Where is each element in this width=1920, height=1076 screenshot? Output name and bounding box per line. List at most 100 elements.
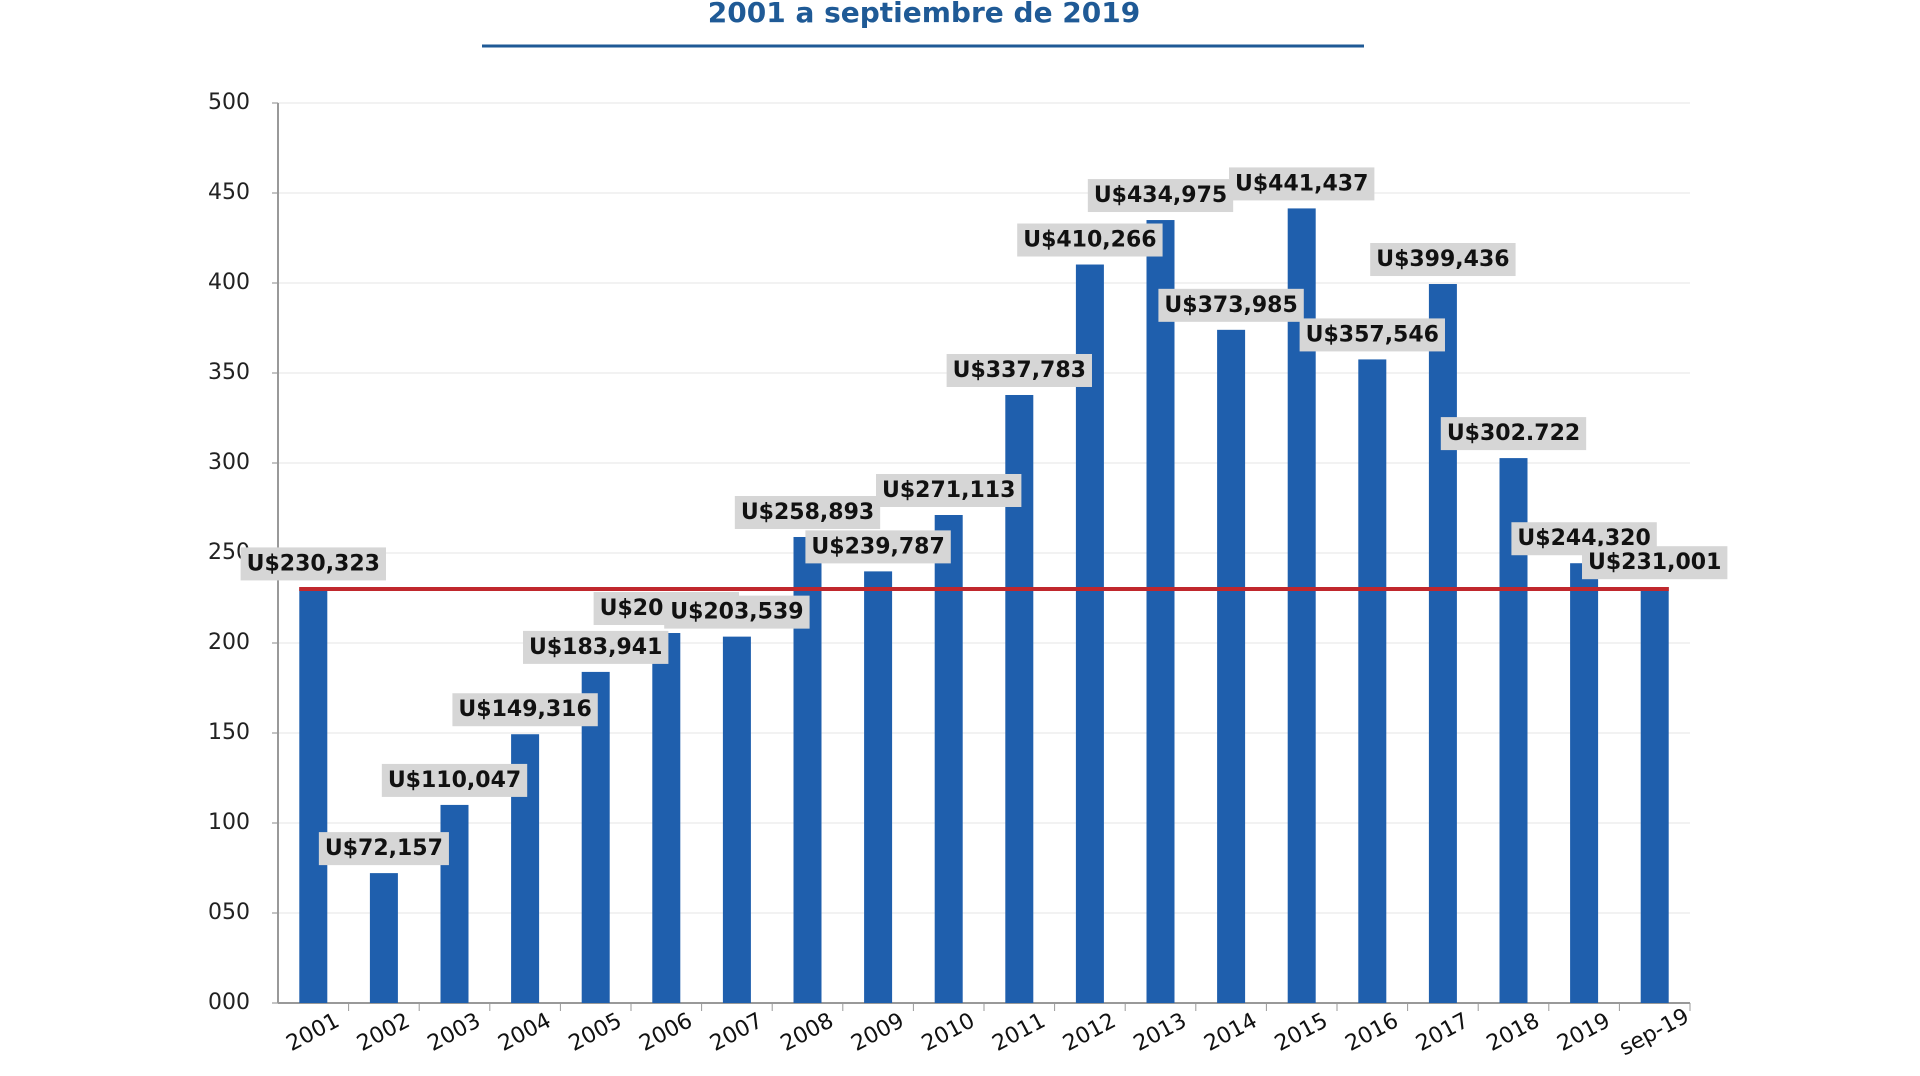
bar [1428,284,1457,1003]
value-label: U$271,113 [882,478,1015,503]
y-tick-label: 150 [208,720,250,745]
value-label-bg [805,530,951,564]
value-label: U$110,047 [388,768,521,793]
x-tick-label: 2016 [1341,1008,1402,1056]
value-label: U$183,941 [529,635,662,660]
value-label-bg [876,473,1022,507]
x-tick-label: 2014 [1200,1008,1261,1056]
value-label-bg [523,630,669,664]
value-label: U$258,893 [741,500,874,525]
y-tick-label: 000 [208,990,250,1015]
value-label: U$302.722 [1447,421,1580,446]
value-label-group: U$410,266 [1017,223,1163,257]
y-tick-label: 450 [208,180,250,205]
value-label-bg [1440,417,1587,451]
value-label-bg [318,832,449,866]
x-tick-label: 2011 [988,1008,1049,1056]
value-label-group: U$399,436 [1370,243,1516,277]
y-tick-label: 300 [208,450,250,475]
bar [864,571,893,1003]
value-label-group: U$231,001 [1582,546,1728,580]
value-label-group: U$373,985 [1158,288,1304,322]
value-label-group: U$434,975 [1087,179,1234,213]
bar [1570,563,1599,1003]
value-label: U$441,437 [1235,171,1368,196]
bar [299,588,328,1003]
y-tick-label: 200 [208,630,250,655]
value-label-group: U$258,893 [734,495,881,529]
x-tick-label: 2017 [1412,1008,1473,1056]
bar [1640,587,1669,1003]
x-tick-label: 2007 [706,1008,767,1056]
value-label-bg [664,595,810,629]
x-tick-label: 2010 [918,1008,979,1056]
value-label-bg [381,763,528,797]
value-label-bg [1017,223,1163,257]
x-tick-label: 2019 [1553,1008,1614,1056]
value-label: U$230,323 [247,551,380,576]
value-label-bg [734,495,881,529]
value-label-bg [240,547,386,581]
x-tick-label: 2003 [424,1008,485,1056]
y-tick-label: 100 [208,810,250,835]
bar [722,636,751,1003]
value-label-bg [1087,179,1234,213]
x-tick-label: 2008 [777,1008,838,1056]
value-label-bg [1158,288,1304,322]
value-label-bg [1299,318,1445,352]
value-label: U$337,783 [953,358,1086,383]
value-label: U$239,787 [811,534,944,559]
value-label-group: U$239,787 [805,530,951,564]
bar [1146,220,1175,1004]
value-label-bg [1229,167,1375,201]
value-label-group: U$337,783 [946,353,1092,387]
value-label-group: U$183,941 [523,630,669,664]
x-tick-label: 2004 [494,1008,555,1056]
bar [1358,359,1387,1003]
value-label-group: U$203,539 [664,595,810,629]
value-label: U$373,985 [1164,293,1297,318]
x-tick-label: 2013 [1130,1008,1191,1056]
x-tick-label: 2009 [847,1008,908,1056]
y-tick-label: 500 [208,90,250,115]
x-tick-label: 2002 [353,1008,414,1056]
x-tick-label: 2006 [635,1008,696,1056]
bar [369,873,398,1003]
value-label: U$399,436 [1376,247,1509,272]
value-label: U$72,157 [325,836,443,861]
value-label-group: U$357,546 [1299,318,1445,352]
y-tick-label: 350 [208,360,250,385]
value-label: U$357,546 [1306,322,1439,347]
value-label-bg [452,693,598,727]
value-label-group: U$302.722 [1440,417,1587,451]
value-label-group: U$149,316 [452,693,598,727]
value-label-group: U$110,047 [381,763,528,797]
value-label-bg [1370,243,1516,277]
value-label-bg [946,353,1092,387]
y-tick-label: 400 [208,270,250,295]
x-tick-label: sep-19 [1616,1004,1694,1061]
y-tick-label: 050 [208,900,250,925]
x-tick-label: 2001 [282,1008,343,1056]
x-tick-label: 2018 [1483,1008,1544,1056]
bar [1217,329,1246,1003]
value-label-bg [1582,546,1728,580]
bar [652,633,681,1003]
value-label-group: U$441,437 [1229,167,1375,201]
value-label: U$434,975 [1094,183,1227,208]
value-label: U$203,539 [670,600,803,625]
bar [581,671,610,1003]
value-label-group: U$72,157 [318,832,449,866]
value-label-group: U$230,323 [240,547,386,581]
value-label: U$231,001 [1588,550,1721,575]
bar [934,514,963,1003]
x-tick-label: 2015 [1271,1008,1332,1056]
chart-title: 2001 a septiembre de 2019 [708,0,1140,29]
value-label: U$410,266 [1023,228,1156,253]
bar [1075,264,1104,1003]
x-tick-label: 2005 [565,1008,626,1056]
x-tick-label: 2012 [1059,1008,1120,1056]
value-label-group: U$271,113 [876,473,1022,507]
value-label: U$149,316 [458,697,591,722]
